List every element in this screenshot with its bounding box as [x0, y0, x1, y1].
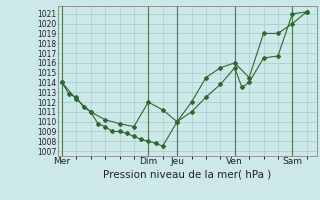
- X-axis label: Pression niveau de la mer( hPa ): Pression niveau de la mer( hPa ): [103, 169, 271, 179]
